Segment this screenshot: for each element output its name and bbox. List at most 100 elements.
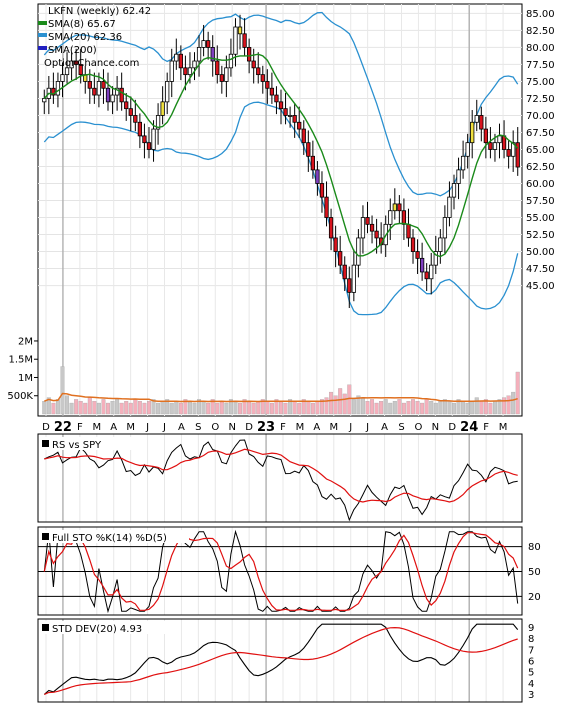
volume-bar	[115, 399, 120, 415]
sto-tick-label: 50	[528, 567, 541, 578]
std-line	[43, 623, 519, 695]
std-lines	[43, 623, 519, 695]
std-tick-label: 6	[528, 657, 534, 668]
candle-body	[374, 230, 379, 239]
x-tick-label: J	[365, 422, 369, 433]
candle-body	[315, 169, 320, 184]
volume-bar	[320, 399, 324, 415]
candle-body	[433, 251, 438, 266]
candle-body	[92, 87, 97, 96]
std-tick-label: 3	[528, 690, 534, 701]
candle-body	[429, 264, 434, 280]
candle-body	[297, 121, 302, 130]
candle-body	[124, 101, 129, 110]
volume-bar	[142, 402, 147, 415]
x-tick-label: M	[499, 422, 508, 433]
std-average-line	[44, 626, 518, 695]
candle-body	[69, 60, 74, 69]
volume-axis: 500K 1M 1.5M 2M	[7, 336, 38, 402]
candle-body	[42, 98, 47, 103]
candle-body	[338, 251, 343, 266]
x-tick-label: M	[329, 422, 338, 433]
volume-bar	[342, 393, 347, 415]
std-tick-label: 9	[528, 623, 534, 634]
volume-bar	[442, 399, 447, 415]
candle-body	[456, 169, 461, 184]
x-tick-label: J	[145, 422, 149, 433]
x-tick-label: M	[92, 422, 101, 433]
volume-bar	[242, 399, 247, 415]
volume-bar	[310, 402, 315, 415]
candle-body	[256, 67, 261, 76]
price-tick-label: 50.00	[526, 247, 555, 258]
candle-body	[105, 87, 111, 103]
volume-bar	[511, 391, 516, 415]
sto-d-line	[43, 532, 519, 612]
volume-bar	[110, 401, 115, 415]
candle-body	[365, 217, 370, 225]
volume-bar	[356, 395, 361, 415]
candle-body	[265, 81, 270, 89]
candle-body	[55, 81, 61, 96]
price-panel-frame	[37, 3, 523, 417]
volume-bar	[420, 402, 425, 415]
volume-bar	[479, 401, 484, 415]
price-tick-label: 67.50	[526, 128, 555, 139]
candle-body	[87, 81, 92, 89]
candle-body	[324, 196, 329, 218]
sma8-legend: SMA(8) 65.67	[48, 19, 116, 30]
candle-body	[210, 47, 215, 62]
volume-bar	[329, 391, 334, 415]
sto-grid: 20 50 80	[38, 542, 541, 603]
volume-bar	[119, 402, 124, 415]
volume-bar	[69, 402, 74, 415]
rs-panel-frame	[37, 433, 523, 523]
candle-body	[319, 183, 325, 198]
volume-bar	[502, 397, 507, 415]
candle-body	[269, 87, 275, 96]
candle-body	[369, 223, 375, 232]
volume-bar	[269, 402, 274, 415]
candle-body	[451, 183, 457, 198]
volume-bar	[288, 399, 293, 415]
candle-body	[447, 196, 452, 218]
volume-bar	[397, 399, 402, 415]
x-tick-label: D	[448, 422, 456, 433]
volume-bar	[106, 402, 110, 415]
volume-bar	[65, 395, 70, 415]
volume-bar	[433, 402, 438, 415]
volume-bar	[438, 401, 443, 415]
volume-tick-label: 1M	[18, 373, 33, 384]
candle-body	[301, 128, 306, 144]
price-tick-label: 82.50	[526, 26, 555, 37]
candle-body	[360, 217, 366, 239]
candle-body	[260, 74, 265, 82]
candle-body	[488, 142, 493, 150]
volume-bar	[379, 401, 384, 415]
volume-bar	[301, 399, 306, 415]
std-tick-label: 8	[528, 634, 534, 645]
rs-average-line	[44, 448, 518, 503]
x-axis-labels: D 22 F M A M J J A S O N D 23 F M A M J J A S O N D 24 F M	[42, 420, 507, 435]
x-tick-label: A	[313, 422, 320, 433]
candle-body	[278, 101, 284, 110]
volume-bar	[461, 401, 466, 415]
candle-body	[287, 115, 293, 117]
volume-bar	[46, 397, 51, 415]
sto-title: Full STO %K(14) %D(5)	[52, 533, 167, 544]
price-tick-label: 70.00	[526, 111, 555, 122]
candle-body	[119, 87, 124, 103]
moving-averages	[43, 53, 519, 258]
volume-bar	[147, 401, 151, 415]
x-tick-label: F	[483, 422, 489, 433]
volume-bar	[465, 402, 470, 415]
x-grid	[45, 4, 504, 702]
volume-bar	[156, 402, 161, 415]
volume-bar	[283, 402, 288, 415]
price-tick-label: 72.50	[526, 94, 555, 105]
volume-bar	[78, 401, 83, 415]
candle-body	[424, 271, 429, 280]
price-tick-label: 80.00	[526, 43, 555, 54]
candle-body	[465, 142, 470, 157]
